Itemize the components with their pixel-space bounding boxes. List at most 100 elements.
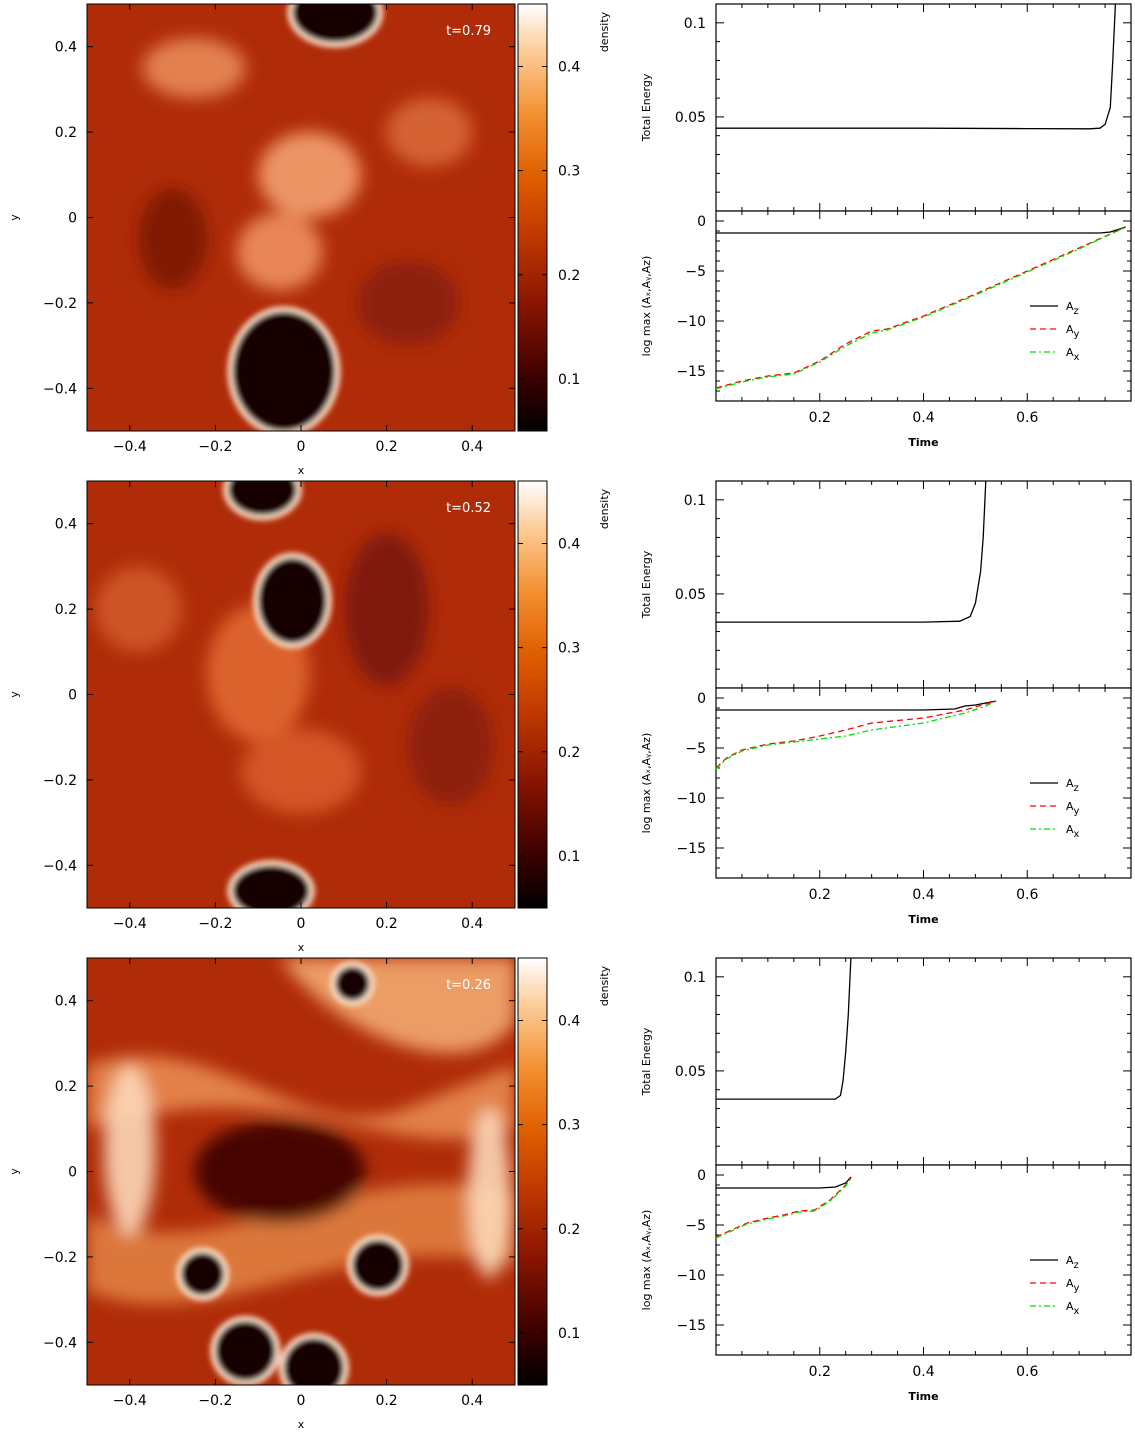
map-xlabel: x	[298, 941, 305, 954]
map-xtick: 0.4	[461, 439, 483, 455]
legend-entry: Ax	[1066, 1300, 1080, 1317]
amp-xtick: 0.4	[912, 1364, 934, 1380]
map-ytick: −0.2	[43, 773, 77, 789]
map-ylabel: y	[8, 214, 21, 221]
map-ytick: −0.4	[43, 1335, 77, 1351]
amplitude-plot: 0 −5 −10 −15 0.2 0.4 0.6 Time log max (Aₓ,Aᵧ,Az)…	[640, 1164, 1132, 1403]
energy-ytick: 0.05	[675, 1064, 706, 1080]
energy-plot: 0.05 0.1 Total Energy	[640, 3, 1132, 212]
amp-ytick: −10	[676, 791, 706, 807]
map-xtick: 0.4	[461, 1393, 483, 1409]
colorbar: 0.1 0.2 0.3 0.4 density	[517, 480, 611, 909]
map-xtick: 0	[297, 916, 306, 932]
legend-entry: Az	[1066, 777, 1079, 794]
amp-xlabel: Time	[908, 913, 938, 926]
amp-ytick: −5	[685, 264, 706, 280]
amp-xtick: 0.2	[809, 1364, 831, 1380]
colorbar-tick: 0.3	[558, 641, 580, 657]
series-A_y	[715, 1177, 852, 1238]
legend: Az Ay Ax	[1030, 300, 1080, 363]
map-xtick: −0.2	[198, 1393, 232, 1409]
colorbar-tick: 0.1	[558, 372, 580, 388]
time-label: t=0.79	[446, 24, 491, 39]
map-ytick: 0	[68, 688, 77, 704]
series-A_x	[715, 700, 997, 770]
amp-xlabel: Time	[908, 1390, 938, 1403]
map-xtick: 0.2	[375, 439, 397, 455]
map-xtick: −0.4	[113, 916, 147, 932]
energy-ytick: 0.05	[675, 587, 706, 603]
map-xtick: 0.4	[461, 916, 483, 932]
colorbar-tick: 0.1	[558, 849, 580, 865]
amp-ytick: −15	[676, 1318, 706, 1334]
map-ytick: 0.4	[55, 517, 77, 533]
amp-xtick: 0.4	[912, 410, 934, 426]
amp-xtick: 0.6	[1016, 410, 1038, 426]
amp-xtick: 0.2	[809, 887, 831, 903]
panel-t=0.79: t=0.79 −0.4 −0.4 −0.2 −0.2 0 0 0.2 0.2 0.4 0.4 x y 0.…	[8, 3, 1132, 477]
map-xtick: 0	[297, 439, 306, 455]
energy-curve	[716, 3, 1117, 130]
map-xtick: 0	[297, 1393, 306, 1409]
colorbar: 0.1 0.2 0.3 0.4 density	[517, 957, 611, 1386]
colorbar-tick: 0.3	[558, 164, 580, 180]
series-A_z	[716, 700, 997, 711]
colorbar: 0.1 0.2 0.3 0.4 density	[517, 3, 611, 432]
legend: Az Ay Ax	[1030, 1254, 1080, 1317]
map-ytick: 0.2	[55, 125, 77, 141]
map-ytick: 0.4	[55, 994, 77, 1010]
series-A_z	[716, 1176, 852, 1189]
panel-t=0.52: t=0.52 −0.4 −0.4 −0.2 −0.2 0 0 0.2 0.2 0.4 0.4 x y 0.…	[8, 480, 1132, 954]
legend-entry: Ax	[1066, 823, 1080, 840]
map-ylabel: y	[8, 691, 21, 698]
colorbar-tick: 0.3	[558, 1118, 580, 1134]
legend-entry: Ay	[1066, 800, 1080, 817]
legend-entry: Ay	[1066, 1277, 1080, 1294]
amp-ytick: 0	[697, 691, 706, 707]
colorbar-tick: 0.2	[558, 745, 580, 761]
colorbar-label: density	[598, 11, 611, 52]
energy-ytick: 0.1	[684, 493, 706, 509]
series-A_x	[715, 1177, 852, 1239]
legend: Az Ay Ax	[1030, 777, 1080, 840]
amp-ytick: −5	[685, 741, 706, 757]
map-ytick: 0.2	[55, 1079, 77, 1095]
map-ytick: −0.2	[43, 296, 77, 312]
amp-ytick: 0	[697, 1168, 706, 1184]
colorbar-tick: 0.4	[558, 59, 580, 75]
legend-entry: Az	[1066, 300, 1079, 317]
amp-ytick: −15	[676, 841, 706, 857]
density-map: t=0.52 −0.4 −0.4 −0.2 −0.2 0 0 0.2 0.2 0.4 0.4 x y	[8, 480, 516, 954]
colorbar-tick: 0.1	[558, 1326, 580, 1342]
map-ytick: 0	[68, 211, 77, 227]
map-xtick: 0.2	[375, 1393, 397, 1409]
amp-xtick: 0.4	[912, 887, 934, 903]
colorbar-label: density	[598, 488, 611, 529]
amp-ytick: −10	[676, 314, 706, 330]
map-ytick: −0.4	[43, 858, 77, 874]
amp-xtick: 0.6	[1016, 1364, 1038, 1380]
energy-ytick: 0.05	[675, 110, 706, 126]
amp-xlabel: Time	[908, 436, 938, 449]
energy-ylabel: Total Energy	[640, 550, 653, 619]
energy-curve	[716, 957, 852, 1100]
energy-ylabel: Total Energy	[640, 73, 653, 142]
amp-ytick: −15	[676, 364, 706, 380]
amplitude-plot: 0 −5 −10 −15 0.2 0.4 0.6 Time log max (Aₓ,Aᵧ,Az)…	[640, 687, 1132, 926]
density-map: t=0.26 −0.4 −0.4 −0.2 −0.2 0 0 0.2 0.2 0.4 0.4 x y	[8, 957, 516, 1431]
map-ylabel: y	[8, 1168, 21, 1175]
legend-entry: Ax	[1066, 346, 1080, 363]
map-ytick: 0.2	[55, 602, 77, 618]
energy-ytick: 0.1	[684, 970, 706, 986]
energy-ytick: 0.1	[684, 16, 706, 32]
map-ytick: −0.2	[43, 1250, 77, 1266]
colorbar-tick: 0.2	[558, 268, 580, 284]
amp-ylabel: log max (Aₓ,Aᵧ,Az)	[640, 256, 653, 357]
legend-entry: Az	[1066, 1254, 1079, 1271]
amp-ylabel: log max (Aₓ,Aᵧ,Az)	[640, 1210, 653, 1311]
colorbar-label: density	[598, 965, 611, 1006]
legend-entry: Ay	[1066, 323, 1080, 340]
series-A_z	[716, 226, 1126, 234]
amp-xtick: 0.2	[809, 410, 831, 426]
